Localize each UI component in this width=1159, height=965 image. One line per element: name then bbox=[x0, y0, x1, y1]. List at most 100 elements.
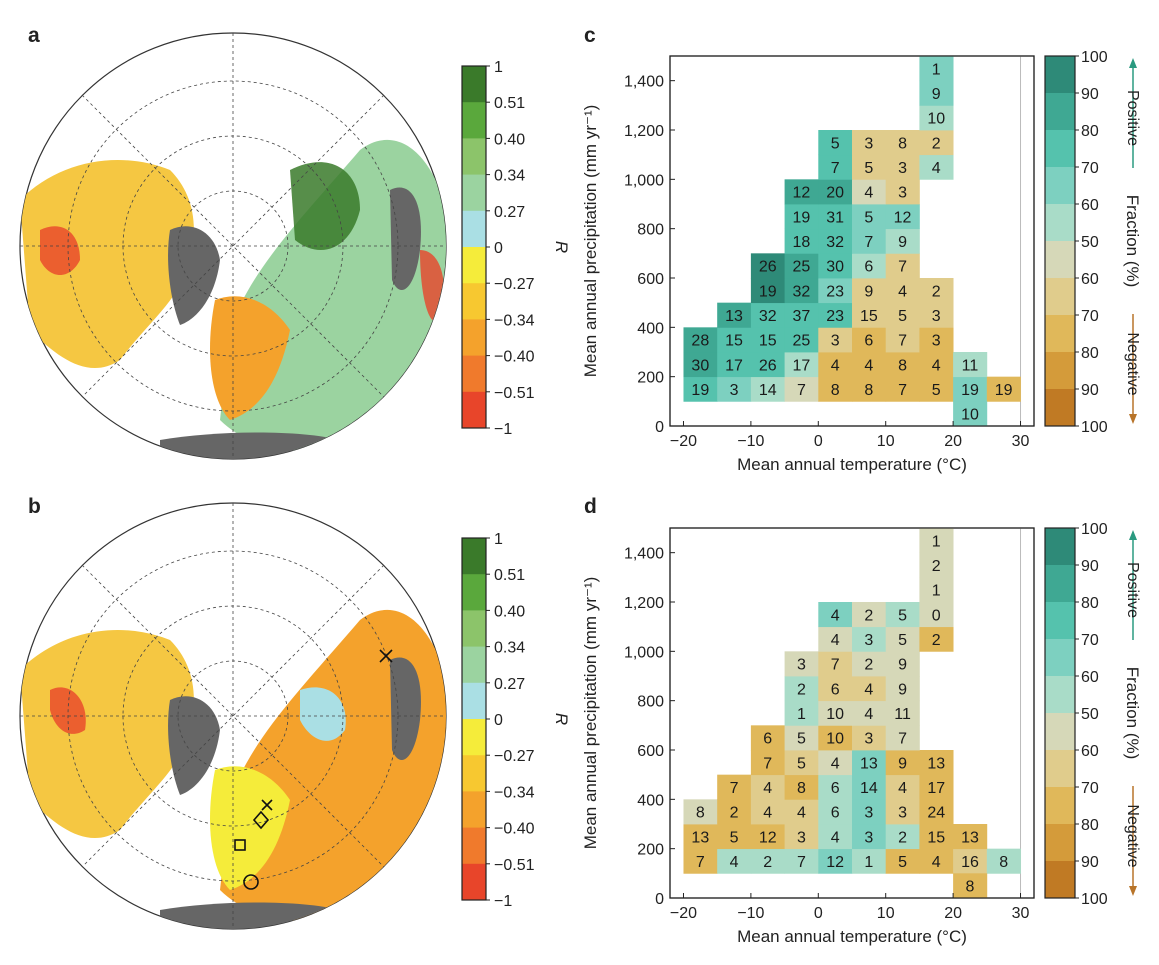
colorbar-tick-label: 80 bbox=[1081, 123, 1099, 140]
heatmap-cell bbox=[717, 824, 752, 850]
heatmap-cell bbox=[919, 848, 954, 874]
cell-value: 26 bbox=[759, 259, 777, 276]
square-marker bbox=[234, 839, 246, 851]
cell-value: 32 bbox=[759, 308, 777, 325]
heatmap-cell bbox=[852, 154, 887, 180]
cell-value: 7 bbox=[898, 731, 907, 748]
plot-border bbox=[669, 527, 1035, 899]
cell-value: 9 bbox=[864, 283, 873, 300]
x-tick-label: −10 bbox=[737, 433, 764, 450]
cell-value: 4 bbox=[730, 854, 739, 871]
cell-value: 10 bbox=[826, 706, 844, 723]
heatmap-cell bbox=[852, 376, 887, 402]
y-tick-label: 800 bbox=[637, 222, 664, 239]
heatmap-cell bbox=[750, 327, 785, 353]
colorbar-tick-label: 0.27 bbox=[494, 204, 525, 221]
heatmap-cell bbox=[818, 376, 853, 402]
negative-arrow-head bbox=[1129, 414, 1137, 424]
heatmap-cell bbox=[750, 302, 785, 328]
cell-value: 12 bbox=[826, 854, 844, 871]
colorbar-segment bbox=[462, 791, 486, 829]
colorbar-tick-label: 100 bbox=[1081, 419, 1108, 436]
heatmap-cell bbox=[919, 750, 954, 776]
cell-value: 13 bbox=[860, 755, 878, 772]
heatmap-cell bbox=[919, 626, 954, 652]
colorbar-tick-label: 0.34 bbox=[494, 640, 525, 657]
colorbar-segment bbox=[462, 319, 486, 357]
heatmap-cell bbox=[818, 278, 853, 304]
cell-value: 5 bbox=[932, 382, 941, 399]
cell-value: 2 bbox=[797, 681, 806, 698]
cell-value: 2 bbox=[932, 283, 941, 300]
fraction-colorbar-segment bbox=[1045, 352, 1075, 390]
cell-value: 5 bbox=[730, 829, 739, 846]
x-axis-label: Mean annual temperature (°C) bbox=[737, 927, 967, 946]
landmass-north-america bbox=[20, 630, 194, 839]
colorbar-title: R bbox=[552, 713, 571, 725]
colorbar-tick-label: 90 bbox=[1081, 86, 1099, 103]
heatmap-cell bbox=[885, 327, 920, 353]
heatmap-cell bbox=[919, 799, 954, 825]
cell-value: 17 bbox=[793, 357, 811, 374]
cell-value: 4 bbox=[831, 829, 840, 846]
fraction-colorbar-segment bbox=[1045, 676, 1075, 714]
colorbar-segment bbox=[462, 719, 486, 756]
heatmap-cell bbox=[784, 376, 819, 402]
heatmap-cell bbox=[885, 204, 920, 230]
heatmap-cell bbox=[885, 302, 920, 328]
heatmap-cell bbox=[818, 799, 853, 825]
cell-value: 0 bbox=[932, 607, 941, 624]
cell-value: 4 bbox=[797, 805, 806, 822]
heatmap-cell bbox=[852, 302, 887, 328]
cell-value: 4 bbox=[831, 607, 840, 624]
positive-label: Positive bbox=[1124, 562, 1141, 618]
y-tick-label: 1,400 bbox=[624, 546, 664, 563]
negative-arrow-head bbox=[1129, 886, 1137, 896]
cell-value: 1 bbox=[932, 61, 941, 78]
fraction-colorbar-segment bbox=[1045, 389, 1075, 427]
heatmap-cell bbox=[818, 774, 853, 800]
cell-value: 6 bbox=[831, 780, 840, 797]
cell-value: 3 bbox=[831, 333, 840, 350]
y-axis-label: Mean annual precipitation (mm yr⁻¹) bbox=[581, 577, 600, 850]
heatmap-cell bbox=[750, 253, 785, 279]
colorbar-segment bbox=[462, 646, 486, 684]
plot-border bbox=[669, 55, 1035, 427]
cell-value: 7 bbox=[797, 382, 806, 399]
cell-value: 3 bbox=[864, 731, 873, 748]
cell-value: 5 bbox=[864, 160, 873, 177]
heatmap-cell bbox=[818, 602, 853, 628]
cell-value: 6 bbox=[864, 333, 873, 350]
cell-value: 4 bbox=[831, 755, 840, 772]
cell-value: 3 bbox=[864, 632, 873, 649]
cell-value: 19 bbox=[961, 382, 979, 399]
heatmap-cell bbox=[683, 848, 718, 874]
heatmap-cell bbox=[885, 352, 920, 378]
colorbar-tick-label: 60 bbox=[1081, 669, 1099, 686]
x-axis-label: Mean annual temperature (°C) bbox=[737, 455, 967, 474]
colorbar-tick-label: 0 bbox=[494, 240, 503, 257]
cell-value: 4 bbox=[864, 681, 873, 698]
colorbar-tick-label: 1 bbox=[494, 59, 503, 76]
x-tick-label: 20 bbox=[944, 433, 962, 450]
cell-value: 1 bbox=[864, 854, 873, 871]
colorbar-segment bbox=[462, 827, 486, 865]
colorbar-tick-label: −1 bbox=[494, 421, 512, 438]
cell-value: 11 bbox=[894, 706, 911, 723]
x-tick-label: −20 bbox=[670, 433, 697, 450]
cell-value: 5 bbox=[898, 607, 907, 624]
heatmap-cell bbox=[852, 327, 887, 353]
cell-value: 8 bbox=[797, 780, 806, 797]
fraction-colorbar-d: 100 90 80 70 60 50 60 70 80 90 100 Positive Fraction… bbox=[1044, 521, 1142, 908]
cell-value: 4 bbox=[763, 780, 772, 797]
heatmap-cell bbox=[852, 824, 887, 850]
cell-value: 2 bbox=[932, 632, 941, 649]
diamond-marker bbox=[252, 810, 270, 830]
panel-label-a: a bbox=[28, 24, 40, 47]
positive-arrow-head bbox=[1129, 530, 1137, 540]
heatmap-cell bbox=[919, 552, 954, 578]
fraction-colorbar-segment bbox=[1045, 93, 1075, 131]
heatmap-cell bbox=[818, 179, 853, 205]
